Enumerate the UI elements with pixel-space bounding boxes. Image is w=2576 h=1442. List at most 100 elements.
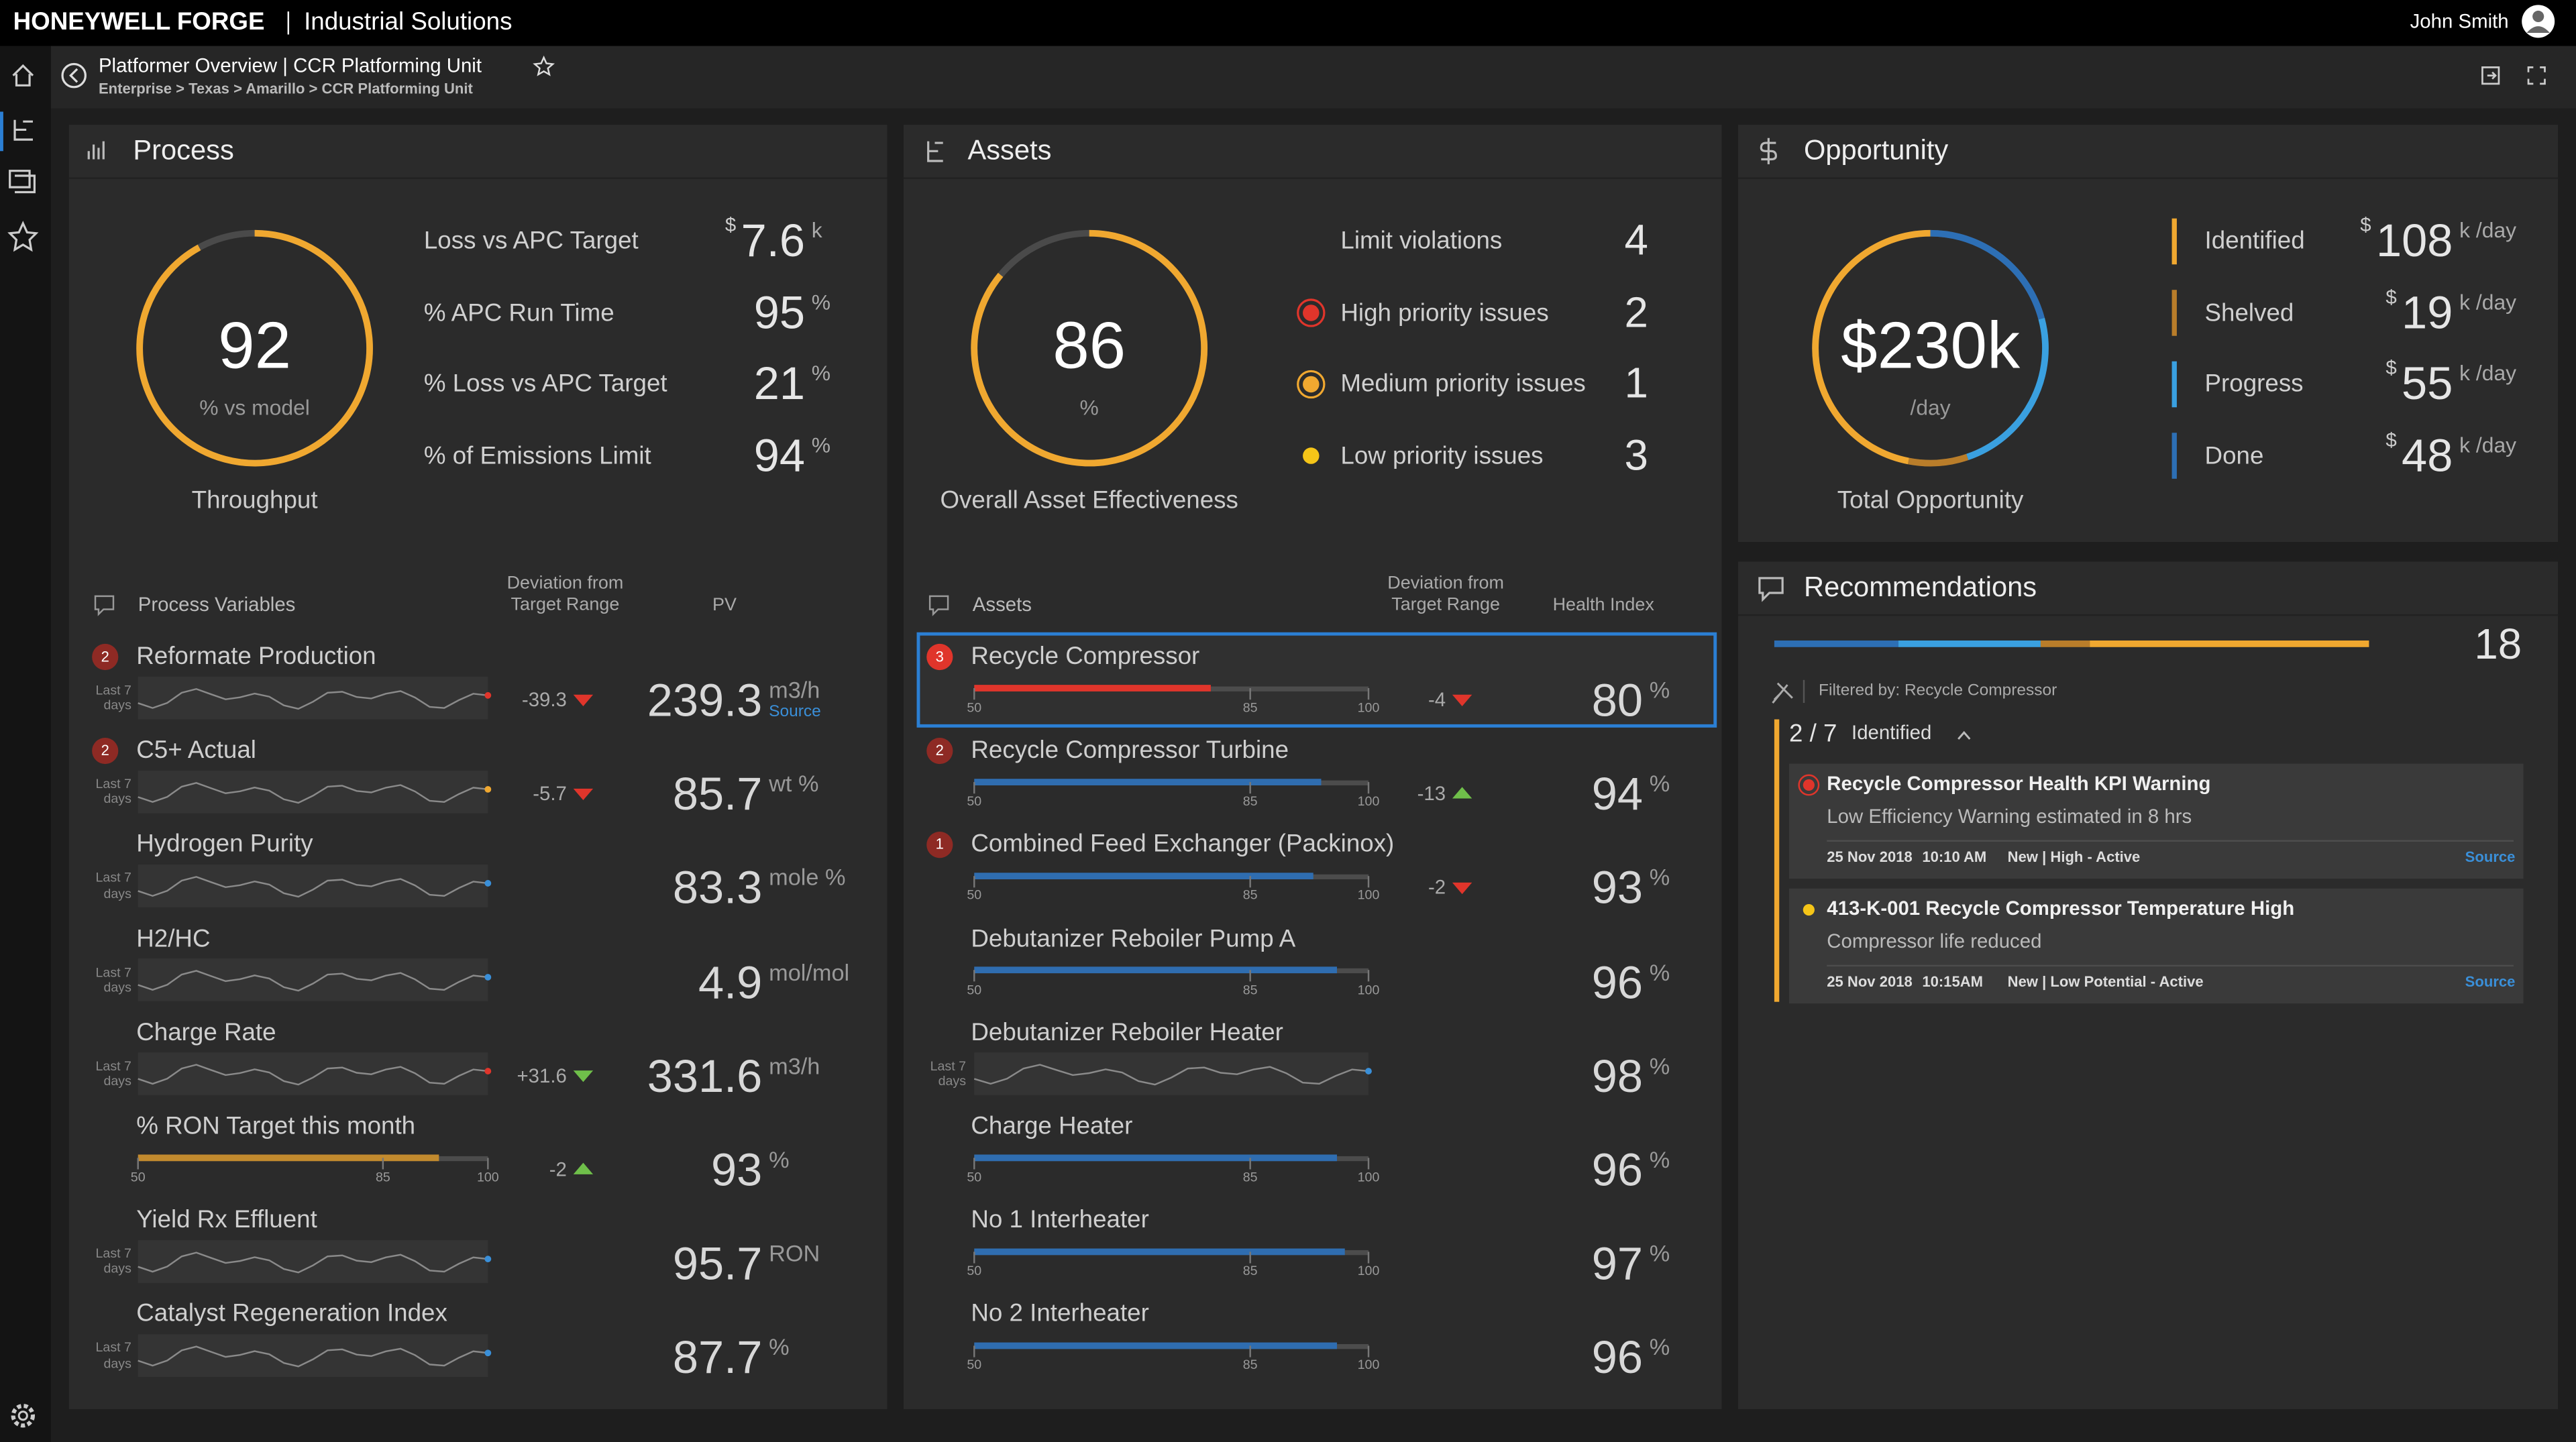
trend-arrow <box>1452 787 1472 799</box>
process-panel: Process 92 % vs model Throughput Loss vs AP… <box>68 125 888 1409</box>
row-name: C5+ Actual <box>136 736 256 765</box>
panel-graphics <box>1772 640 2524 1004</box>
value: 55 <box>2402 357 2453 409</box>
panel-header <box>68 125 888 179</box>
bar <box>974 1154 1337 1162</box>
bar <box>138 1154 439 1162</box>
value: 108 <box>2375 215 2453 266</box>
status-bar <box>2171 361 2177 408</box>
kpi-label: % Loss vs APC Target <box>423 370 667 398</box>
issue-ring <box>1297 298 1326 327</box>
value-prefix: $ <box>1841 310 1878 383</box>
bar-tick-label: 50 <box>130 1170 146 1185</box>
sparkline <box>138 782 488 804</box>
item-value: $19 <box>2385 285 2453 339</box>
trend-arrow <box>573 788 594 801</box>
progress-segment <box>1774 640 1898 647</box>
row-unit: m3/h <box>769 1052 820 1079</box>
deviation: -13 <box>1417 782 1446 806</box>
export-icon[interactable] <box>2481 66 2500 85</box>
panel-title: Recommendations <box>1804 571 2037 603</box>
favorites-icon[interactable] <box>7 221 39 252</box>
sparkline-end <box>484 691 492 699</box>
bar <box>974 873 1313 880</box>
issue-label: Low priority issues <box>1340 441 1544 470</box>
deviation: -2 <box>1428 876 1446 899</box>
sparkline <box>138 1064 488 1086</box>
recommendations-panel: Recommendations 18 Filtered by: Recycle C… <box>1738 561 2559 1409</box>
value: 7.6 <box>741 215 806 266</box>
hierarchy-icon[interactable] <box>13 119 33 141</box>
sparkline-end <box>484 1068 492 1074</box>
sparkline-end <box>484 1349 492 1357</box>
progress-segment <box>2040 640 2090 647</box>
fullscreen-icon[interactable] <box>2527 66 2546 85</box>
back-arrow <box>69 68 78 83</box>
card-ring <box>1798 774 1820 796</box>
deviation: -39.3 <box>521 688 567 712</box>
trend-arrow <box>1452 882 1472 895</box>
badge <box>92 737 119 765</box>
row-value: 83.3 <box>672 863 763 914</box>
row-value: 98 <box>1591 1050 1643 1102</box>
layers-icon[interactable] <box>9 170 36 194</box>
badge <box>926 737 953 765</box>
card-source[interactable]: Source <box>2465 848 2516 866</box>
row-unit: % <box>769 1146 790 1173</box>
bar-tick-label: 85 <box>375 1170 390 1185</box>
row-name: Yield Rx Effluent <box>136 1206 317 1235</box>
panel-graphics <box>1812 218 2177 479</box>
bar-tick-label: 50 <box>967 1357 982 1373</box>
row-name: Combined Feed Exchanger (Packinox) <box>971 830 1395 859</box>
bar <box>974 1342 1337 1349</box>
panel-header <box>903 125 1722 179</box>
badge-count: 2 <box>935 742 944 759</box>
item-label: Progress <box>2204 370 2304 398</box>
sparkline-bg <box>974 1052 1369 1095</box>
bar-tick-label: 100 <box>1357 794 1380 810</box>
table-icon <box>928 595 949 616</box>
row-name: Recycle Compressor Turbine <box>971 736 1289 765</box>
kpi-label: % of Emissions Limit <box>423 441 651 470</box>
row-unit: % <box>1649 1334 1670 1361</box>
sparkline-bg <box>138 864 488 907</box>
row-value: 331.6 <box>647 1050 763 1102</box>
home-icon[interactable] <box>12 64 34 87</box>
kpi-value: 21 <box>754 358 805 411</box>
gauge-value: 86 <box>1053 310 1126 383</box>
row-value: 85.7 <box>672 769 763 820</box>
progress-segment <box>2090 640 2369 647</box>
card-source[interactable]: Source <box>2465 973 2516 991</box>
item-unit: k /day <box>2459 432 2517 457</box>
source-link[interactable]: Source <box>769 703 821 722</box>
row-unit: % <box>1649 1240 1670 1267</box>
filter-label: Filtered by: Recycle Compressor <box>1819 681 2057 700</box>
issue-label: Medium priority issues <box>1340 370 1586 398</box>
gauge-caption: Overall Asset Effectiveness <box>940 486 1238 515</box>
row-unit: % <box>1649 864 1670 891</box>
table-title: Process Variables <box>138 593 296 616</box>
row-unit: % <box>1649 770 1670 797</box>
bar <box>974 966 1337 974</box>
user-name[interactable]: John Smith <box>2410 9 2509 33</box>
row-name: Recycle Compressor <box>971 643 1200 671</box>
row-unit: % <box>1649 1146 1670 1173</box>
row-value: 93 <box>1591 863 1643 914</box>
bar-tick-label: 100 <box>1357 700 1380 716</box>
row-value: 96 <box>1591 956 1643 1008</box>
issue-dot <box>1303 376 1320 393</box>
filter-icon <box>1772 682 1793 704</box>
bar-tick-label: 85 <box>1242 888 1258 903</box>
settings-core <box>17 1410 28 1421</box>
back-button[interactable] <box>61 62 87 89</box>
gauge-label: /day <box>1910 394 1951 420</box>
item-label: Identified <box>2204 227 2305 256</box>
trend-arrow <box>1452 694 1472 706</box>
row-unit: % <box>1649 958 1670 985</box>
sparkline-bg <box>138 770 488 814</box>
kpi-unit: % <box>811 360 831 386</box>
settings-icon[interactable] <box>11 1404 36 1428</box>
trend-arrow <box>573 1070 594 1083</box>
favorite-star[interactable] <box>533 55 555 76</box>
